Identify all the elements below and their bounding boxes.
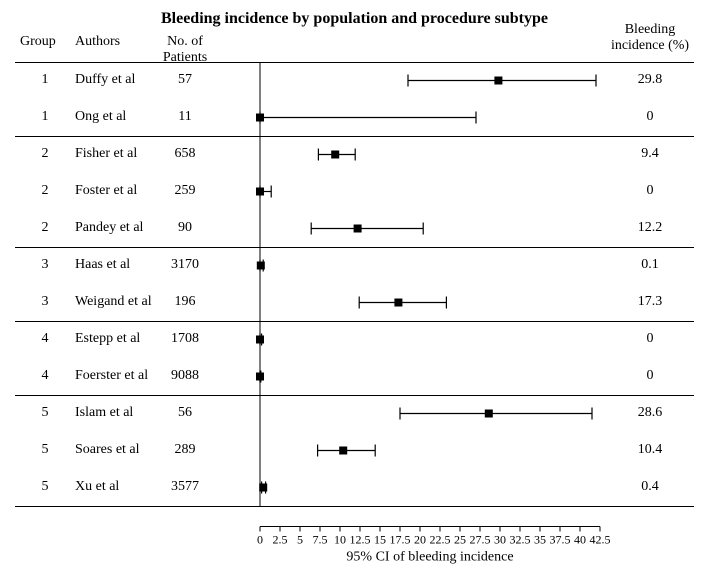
col-header-group: Group (20, 34, 70, 50)
axis-tick-label: 17.5 (390, 532, 411, 546)
axis-tick-label: 7.5 (313, 532, 328, 546)
point-marker (494, 76, 502, 84)
axis-tick-label: 20 (414, 532, 426, 546)
cell-n: 259 (155, 183, 215, 199)
axis-tick-label: 27.5 (470, 532, 491, 546)
point-marker (354, 224, 362, 232)
point-marker (256, 335, 264, 343)
axis-tick-label: 5 (297, 532, 303, 546)
point-marker (331, 150, 339, 158)
point-marker (256, 187, 264, 195)
cell-group: 5 (20, 479, 70, 495)
cell-group: 1 (20, 72, 70, 88)
cell-n: 56 (155, 405, 215, 421)
point-marker (259, 483, 267, 491)
cell-n: 1708 (155, 331, 215, 347)
col-header-incidence-line2: incidence (%) (605, 38, 695, 54)
axis-tick-label: 40 (574, 532, 586, 546)
cell-n: 57 (155, 72, 215, 88)
cell-group: 2 (20, 183, 70, 199)
point-marker (394, 298, 402, 306)
cell-group: 4 (20, 331, 70, 347)
cell-n: 658 (155, 146, 215, 162)
point-marker (339, 446, 347, 454)
x-axis-label: 95% CI of bleeding incidence (346, 549, 513, 564)
cell-group: 3 (20, 294, 70, 310)
chart-title: Bleeding incidence by population and pro… (0, 10, 709, 28)
axis-tick-label: 30 (494, 532, 506, 546)
cell-n: 196 (155, 294, 215, 310)
axis-tick-label: 15 (374, 532, 386, 546)
axis-tick-label: 42.5 (590, 532, 611, 546)
axis-tick-label: 2.5 (273, 532, 288, 546)
cell-n: 289 (155, 442, 215, 458)
col-header-incidence-line1: Bleeding (605, 22, 695, 38)
cell-group: 3 (20, 257, 70, 273)
point-marker (485, 409, 493, 417)
cell-group: 2 (20, 220, 70, 236)
cell-group: 2 (20, 146, 70, 162)
axis-tick-label: 22.5 (430, 532, 451, 546)
cell-n: 3170 (155, 257, 215, 273)
forest-plot-area: 0 2.5 5 7.5 10 12.515 17.520 22.525 27.530 32.535… (255, 62, 625, 567)
axis-tick-label: 0 (257, 532, 263, 546)
cell-group: 5 (20, 405, 70, 421)
cell-group: 1 (20, 109, 70, 125)
axis-tick-label: 37.5 (550, 532, 571, 546)
axis-tick-label: 35 (534, 532, 546, 546)
cell-n: 11 (155, 109, 215, 125)
cell-n: 90 (155, 220, 215, 236)
axis-tick-label: 12.5 (350, 532, 371, 546)
point-marker (256, 372, 264, 380)
point-marker (256, 113, 264, 121)
axis-tick-label: 32.5 (510, 532, 531, 546)
cell-group: 4 (20, 368, 70, 384)
axis-tick-label: 25 (454, 532, 466, 546)
cell-n: 9088 (155, 368, 215, 384)
cell-group: 5 (20, 442, 70, 458)
point-marker (257, 261, 265, 269)
forest-plot-figure: Bleeding incidence by population and pro… (0, 0, 709, 568)
axis-tick-label: 10 (334, 532, 346, 546)
cell-n: 3577 (155, 479, 215, 495)
